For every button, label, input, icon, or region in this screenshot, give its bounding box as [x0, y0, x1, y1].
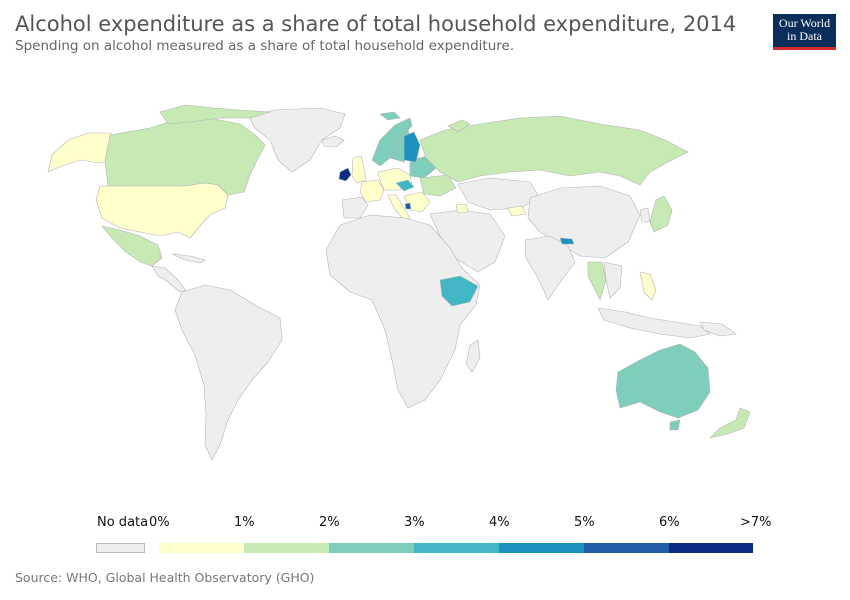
legend-bin-0[interactable]: [159, 543, 244, 553]
finland[interactable]: [403, 131, 421, 163]
owid-logo[interactable]: Our World in Data: [773, 14, 836, 50]
greenland[interactable]: [247, 107, 346, 173]
iberia[interactable]: [341, 196, 369, 219]
philippines[interactable]: [639, 271, 657, 301]
central-america[interactable]: [151, 265, 187, 293]
legend-tick-2: 2%: [319, 515, 340, 530]
chart-title: Alcohol expenditure as a share of total …: [15, 12, 737, 36]
korea[interactable]: [639, 207, 651, 223]
new-zealand[interactable]: [709, 407, 751, 439]
legend-bin-3[interactable]: [414, 543, 499, 553]
united-kingdom[interactable]: [351, 155, 367, 184]
legend-tick-5: 5%: [574, 515, 595, 530]
iceland: [321, 135, 345, 148]
japan[interactable]: [649, 195, 673, 233]
india[interactable]: [524, 235, 576, 301]
southeast-asia[interactable]: [603, 261, 623, 299]
svalbard: [379, 111, 401, 121]
legend-bin-1[interactable]: [244, 543, 329, 553]
legend-bin-2[interactable]: [329, 543, 414, 553]
ethiopia[interactable]: [439, 275, 479, 307]
canada[interactable]: [104, 117, 266, 196]
kazakhstan[interactable]: [457, 177, 541, 211]
madagascar: [465, 339, 481, 373]
chart-subtitle: Spending on alcohol measured as a share …: [15, 38, 515, 54]
united-states[interactable]: [95, 182, 229, 239]
legend-tick-1: 1%: [234, 515, 255, 530]
papua-new-guinea: [699, 321, 737, 337]
logo-line-1: Our World: [778, 16, 831, 30]
legend-tick-7: >7%: [740, 515, 772, 530]
south-america[interactable]: [174, 284, 283, 461]
indonesia[interactable]: [597, 307, 711, 339]
ireland[interactable]: [338, 167, 352, 182]
canada-arctic-islands[interactable]: [159, 104, 271, 125]
russia[interactable]: [419, 115, 689, 186]
thailand[interactable]: [587, 261, 607, 301]
australia[interactable]: [615, 343, 711, 419]
tasmania: [669, 419, 681, 431]
italy[interactable]: [387, 194, 411, 221]
armenia[interactable]: [455, 203, 469, 214]
legend-bin-6[interactable]: [669, 543, 753, 553]
ukraine[interactable]: [419, 174, 457, 197]
legend-no-data-swatch[interactable]: [96, 543, 145, 553]
montenegro[interactable]: [404, 202, 412, 210]
mexico[interactable]: [101, 225, 163, 267]
legend-tick-0: 0%: [149, 515, 170, 530]
caribbean[interactable]: [171, 253, 206, 264]
norway[interactable]: [371, 117, 413, 167]
kyrgyzstan[interactable]: [507, 205, 527, 217]
czechia[interactable]: [395, 179, 415, 192]
france[interactable]: [359, 179, 385, 203]
legend-tick-4: 4%: [489, 515, 510, 530]
legend-tick-6: 6%: [659, 515, 680, 530]
logo-line-2: in Data: [787, 29, 822, 43]
source-note[interactable]: Source: WHO, Global Health Observatory (…: [15, 570, 315, 585]
nepal[interactable]: [559, 237, 575, 245]
legend-bin-4[interactable]: [499, 543, 584, 553]
world-map[interactable]: [0, 60, 850, 490]
africa[interactable]: [325, 214, 481, 409]
legend-no-data-label: No data: [97, 515, 149, 530]
russia-arctic-island: [447, 119, 471, 133]
legend-tick-3: 3%: [404, 515, 425, 530]
legend-bin-5[interactable]: [584, 543, 669, 553]
